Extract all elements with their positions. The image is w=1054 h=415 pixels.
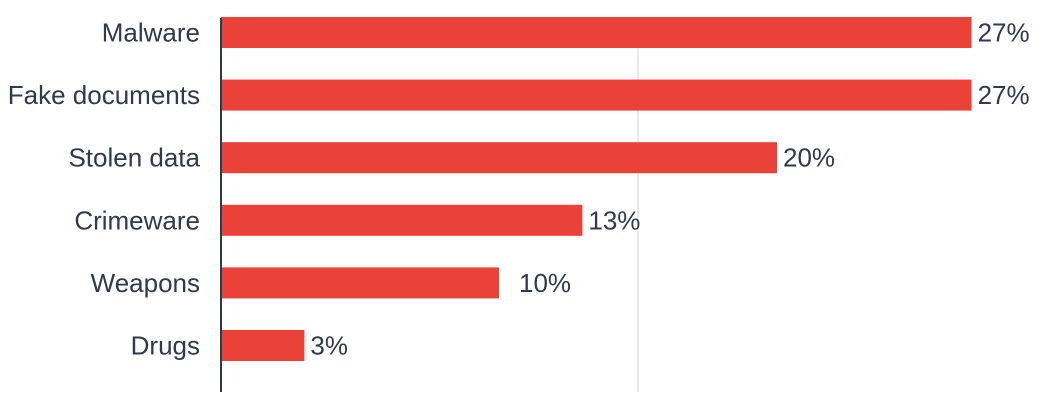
bar-stolen-data <box>221 142 777 174</box>
category-label: Weapons <box>91 268 200 298</box>
category-label: Stolen data <box>68 143 200 173</box>
bar-weapons <box>221 267 499 299</box>
bar-malware <box>221 17 972 48</box>
labels-layer: Malware 27% Fake documents 27% Stolen data 20… <box>8 18 1030 361</box>
bar-crimeware <box>221 204 583 236</box>
category-label: Crimeware <box>74 205 200 235</box>
category-label: Drugs <box>131 331 200 361</box>
bars-layer <box>221 17 972 361</box>
value-label: 27% <box>978 80 1030 110</box>
value-label: 20% <box>783 143 835 173</box>
bar-fake-documents <box>221 79 972 111</box>
value-label: 13% <box>588 205 640 235</box>
value-label: 3% <box>310 331 348 361</box>
value-label: 27% <box>978 18 1030 48</box>
bar-drugs <box>221 330 305 361</box>
value-label: 10% <box>519 268 571 298</box>
category-label: Fake documents <box>8 80 200 110</box>
category-label: Malware <box>102 18 200 48</box>
